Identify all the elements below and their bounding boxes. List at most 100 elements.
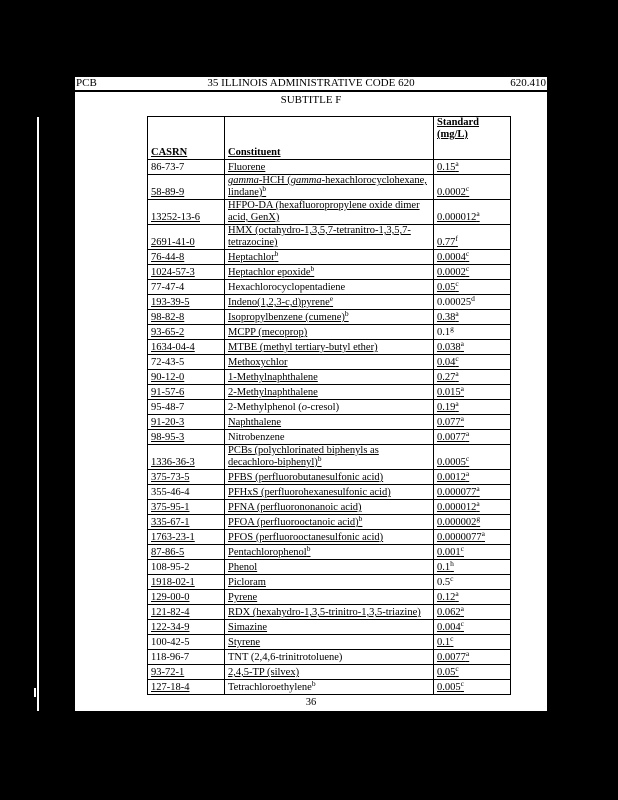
constituent-cell-text: 2-Methylnaphthalene [228, 387, 318, 398]
constituent-cell: Naphthalene [224, 414, 434, 430]
casrn-cell: 91-20-3 [147, 414, 225, 430]
standard-cell-text: 0.0002c [437, 264, 470, 279]
standard-cell-text: 0.0012a [437, 469, 470, 484]
film-edge-dash [34, 688, 36, 697]
casrn-cell-text: 98-82-8 [151, 312, 185, 323]
constituent-cell-text: PCBs (polychlorinated biphenyls as decac… [228, 445, 379, 469]
table-row: 2691-41-0 HMX (octahydro-1,3,5,7-tetranit… [147, 224, 511, 250]
constituent-cell: PFHxS (perfluorohexanesulfonic acid) [224, 484, 434, 500]
table-header-row: CASRN Constituent Standard (mg/L) [147, 116, 511, 160]
casrn-cell: 129-00-0 [147, 589, 225, 605]
constituent-cell: Methoxychlor [224, 354, 434, 370]
table-row: 93-65-2 MCPP (mecoprop) 0.1g [147, 324, 511, 340]
column-header-casrn: CASRN [147, 116, 225, 160]
standard-cell-text: 0.1g [437, 324, 454, 339]
casrn-cell-text: 1918-02-1 [151, 577, 195, 588]
table-row: 77-47-4 Hexachlorocyclopentadiene 0.05c [147, 279, 511, 295]
casrn-cell-text: 72-43-5 [151, 357, 185, 368]
standard-cell: 0.062a [433, 604, 511, 620]
standard-cell-text: 0.0005c [437, 454, 470, 468]
standard-cell-text: 0.04c [437, 354, 459, 369]
casrn-cell: 335-67-1 [147, 514, 225, 530]
standard-cell: 0.1c [433, 634, 511, 650]
casrn-cell-text: 1634-04-4 [151, 342, 195, 353]
standard-cell-text: 0.004c [437, 619, 464, 634]
constituent-cell: HFPO-DA (hexafluoropropylene oxide dimer… [224, 199, 434, 225]
standard-cell-text: 0.38a [437, 309, 459, 324]
casrn-cell: 72-43-5 [147, 354, 225, 370]
standard-cell: 0.0002c [433, 174, 511, 200]
casrn-cell: 87-86-5 [147, 544, 225, 560]
casrn-cell: 93-65-2 [147, 324, 225, 340]
casrn-cell: 1024-57-3 [147, 264, 225, 280]
table-row: 108-95-2 Phenol 0.1h [147, 559, 511, 575]
table-row: 13252-13-6 HFPO-DA (hexafluoropropylene o… [147, 199, 511, 225]
table-row: 193-39-5 Indeno(1,2,3-c,d)pyrenee 0.00025d [147, 294, 511, 310]
standard-cell: 0.000012a [433, 199, 511, 225]
casrn-cell-text: 108-95-2 [151, 562, 190, 573]
casrn-cell: 193-39-5 [147, 294, 225, 310]
table-header: CASRN Constituent Standard (mg/L) [147, 116, 511, 160]
casrn-cell-text: 1763-23-1 [151, 532, 195, 543]
standard-cell: 0.000002g [433, 514, 511, 530]
standards-table: CASRN Constituent Standard (mg/L) 86-73-… [147, 116, 511, 695]
constituent-cell: Phenol [224, 559, 434, 575]
table-row: 375-95-1 PFNA (perfluorononanoic acid) 0.0… [147, 499, 511, 515]
casrn-cell: 1634-04-4 [147, 339, 225, 355]
constituent-cell-text: gamma-HCH (gamma-hexachlorocyclohexane, … [228, 175, 427, 199]
casrn-cell-text: 335-67-1 [151, 517, 190, 528]
constituent-cell-text: Methoxychlor [228, 357, 288, 368]
constituent-cell: Nitrobenzene [224, 429, 434, 445]
standard-cell: 0.27a [433, 369, 511, 385]
constituent-cell: Simazine [224, 619, 434, 635]
standard-cell-text: 0.27a [437, 369, 459, 384]
header-section-number: 620.410 [510, 77, 546, 89]
casrn-cell: 2691-41-0 [147, 224, 225, 250]
casrn-cell: 58-89-9 [147, 174, 225, 200]
constituent-cell-text: RDX (hexahydro-1,3,5-trinitro-1,3,5-tria… [228, 607, 421, 618]
standard-cell-text: 0.077a [437, 414, 464, 429]
standard-cell: 0.0002c [433, 264, 511, 280]
standard-cell: 0.1g [433, 324, 511, 340]
constituent-cell-text: 2-Methylphenol (o-cresol) [228, 402, 340, 413]
casrn-cell: 1336-36-3 [147, 444, 225, 470]
casrn-cell-text: 86-73-7 [151, 162, 185, 173]
constituent-cell: Isopropylbenzene (cumene)b [224, 309, 434, 325]
constituent-cell: PFBS (perfluorobutanesulfonic acid) [224, 469, 434, 485]
casrn-cell-text: 76-44-8 [151, 252, 185, 263]
constituent-cell-text: PFNA (perfluorononanoic acid) [228, 502, 362, 513]
casrn-cell: 121-82-4 [147, 604, 225, 620]
constituent-cell: Fluorene [224, 159, 434, 175]
constituent-cell-text: Simazine [228, 622, 268, 633]
standard-cell-text: 0.015a [437, 384, 464, 399]
standard-cell-text: 0.0077a [437, 649, 470, 664]
casrn-cell: 86-73-7 [147, 159, 225, 175]
casrn-cell-text: 87-86-5 [151, 547, 185, 558]
document-page: PCB 35 ILLINOIS ADMINISTRATIVE CODE 620 … [75, 77, 547, 711]
table-row: 98-82-8 Isopropylbenzene (cumene)b 0.38a [147, 309, 511, 325]
constituent-cell: PFNA (perfluorononanoic acid) [224, 499, 434, 515]
table-row: 1024-57-3 Heptachlor epoxideb 0.0002c [147, 264, 511, 280]
standard-cell: 0.015a [433, 384, 511, 400]
casrn-cell-text: 100-42-5 [151, 637, 190, 648]
page-number: 36 [305, 697, 317, 708]
standard-cell-text: 0.1h [437, 559, 454, 574]
standard-cell-text: 0.005c [437, 679, 464, 694]
casrn-cell-text: 121-82-4 [151, 607, 190, 618]
casrn-cell: 375-95-1 [147, 499, 225, 515]
constituent-cell: RDX (hexahydro-1,3,5-trinitro-1,3,5-tria… [224, 604, 434, 620]
constituent-cell: Styrene [224, 634, 434, 650]
constituent-cell-text: TNT (2,4,6-trinitrotoluene) [228, 652, 343, 663]
page-subtitle: SUBTITLE F [280, 94, 342, 106]
standard-cell-text: 0.05c [437, 664, 459, 679]
table-row: 1634-04-4 MTBE (methyl tertiary-butyl eth… [147, 339, 511, 355]
casrn-cell: 122-34-9 [147, 619, 225, 635]
constituent-cell: PFOA (perfluorooctanoic acid)b [224, 514, 434, 530]
casrn-cell: 1763-23-1 [147, 529, 225, 545]
casrn-cell-text: 91-57-6 [151, 387, 185, 398]
casrn-cell: 355-46-4 [147, 484, 225, 500]
casrn-cell-text: 129-00-0 [151, 592, 190, 603]
standard-cell: 0.38a [433, 309, 511, 325]
casrn-cell-text: 1024-57-3 [151, 267, 195, 278]
table-row: 72-43-5 Methoxychlor 0.04c [147, 354, 511, 370]
